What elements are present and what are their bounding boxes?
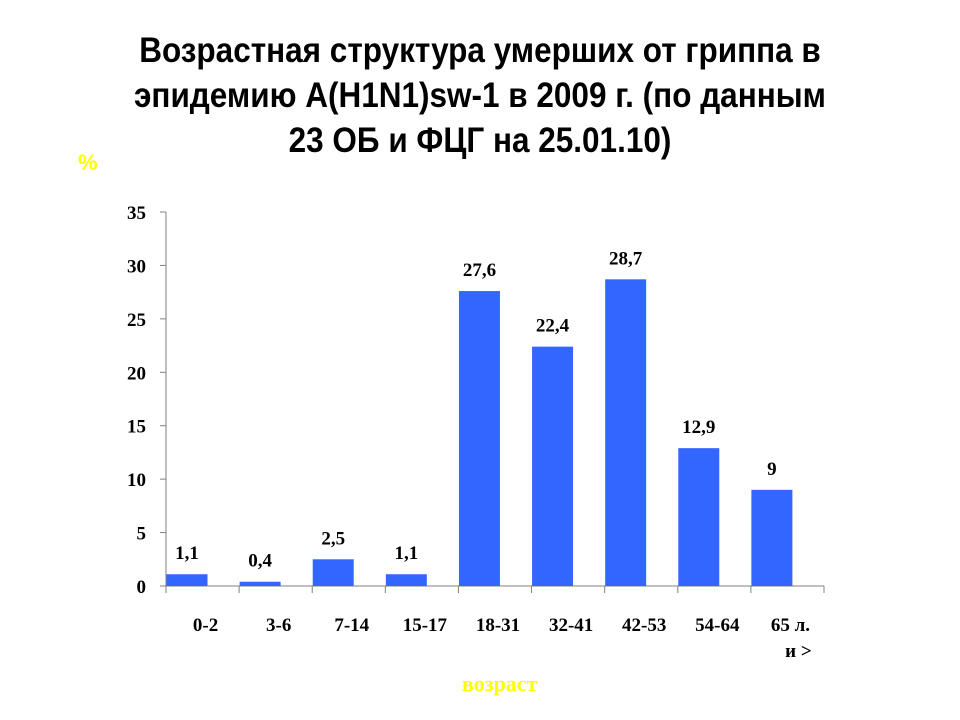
data-label: 22,4	[536, 316, 570, 337]
title-line-1: Возрастная структура умерших от гриппа в	[139, 31, 821, 70]
bar	[751, 489, 793, 586]
data-label: 1,1	[175, 543, 199, 564]
category-label: 42-53	[622, 615, 666, 636]
category-label: 0-2	[193, 615, 218, 636]
y-tick-label: 35	[127, 203, 146, 224]
category-label: 54-64	[695, 615, 740, 636]
y-tick-label: 0	[137, 577, 147, 598]
data-label: 27,6	[463, 260, 496, 281]
category-label: 15-17	[403, 615, 448, 636]
y-tick-label: 5	[137, 524, 147, 545]
bar	[312, 559, 354, 586]
y-tick-label: 30	[127, 256, 146, 277]
bar	[458, 291, 500, 586]
y-axis-label: %	[78, 150, 98, 175]
bar	[166, 574, 208, 586]
y-tick-label: 25	[127, 310, 146, 331]
category-label: 7-14	[334, 615, 369, 636]
bar	[532, 346, 574, 586]
y-tick-label: 15	[127, 417, 146, 438]
y-tick-label: 20	[127, 363, 146, 384]
data-label: 0,4	[248, 551, 272, 572]
bar	[239, 581, 281, 586]
data-label: 1,1	[394, 543, 418, 564]
category-label-line2: и >	[785, 641, 812, 662]
category-label: 3-6	[266, 615, 291, 636]
bar	[678, 448, 720, 586]
category-label: 65 л.	[771, 615, 810, 636]
x-axis-label: возраст	[462, 671, 538, 696]
data-label: 12,9	[682, 417, 715, 438]
category-label: 32-41	[549, 615, 593, 636]
bar	[385, 574, 427, 586]
data-label: 2,5	[321, 528, 345, 549]
title-line-3: 23 ОБ и ФЦГ на 25.01.10)	[288, 121, 672, 160]
title-line-2: эпидемию A(H1N1)sw-1 в 2009 г. (по данны…	[134, 76, 826, 115]
y-tick-label: 10	[127, 470, 146, 491]
bar	[605, 279, 647, 586]
data-label: 28,7	[609, 248, 643, 269]
data-label: 9	[767, 459, 777, 480]
chart-title: Возрастная структура умерших от гриппа в…	[48, 28, 912, 163]
category-label: 18-31	[476, 615, 520, 636]
